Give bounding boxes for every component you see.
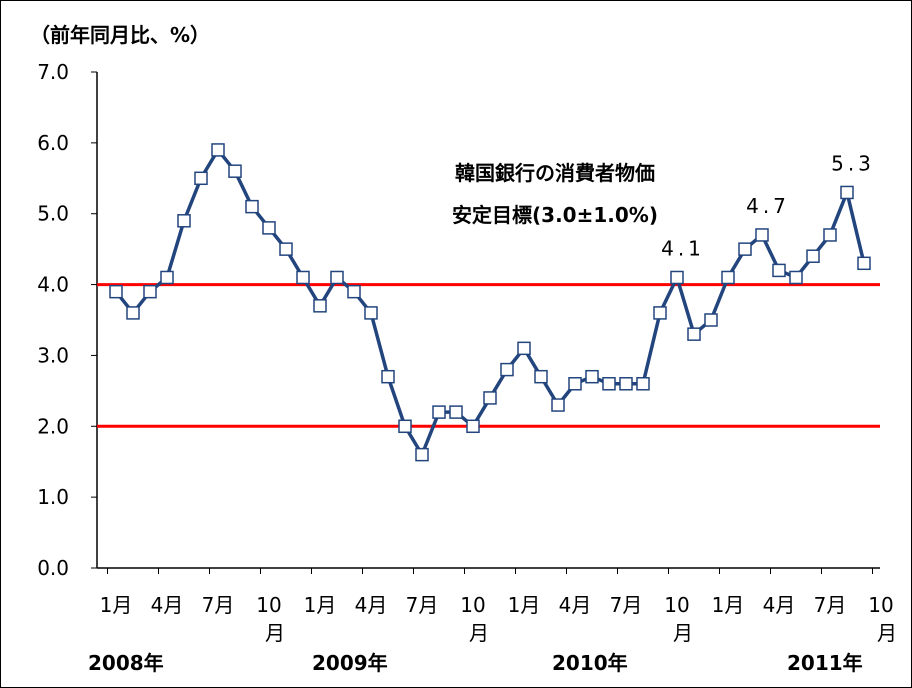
- marker: [517, 341, 531, 356]
- marker: [568, 377, 582, 391]
- marker: [228, 164, 242, 178]
- y-tick-label: 5.0: [37, 202, 69, 226]
- year-label: 2011年: [787, 651, 863, 675]
- marker: [381, 369, 395, 384]
- marker: [143, 284, 157, 299]
- x-tick-label: 4月: [559, 593, 592, 617]
- marker: [398, 419, 412, 434]
- x-tick-label: 1月: [508, 593, 541, 617]
- x-tick-label: 7月: [814, 593, 847, 617]
- marker: [296, 270, 310, 285]
- x-tick-label: 7月: [610, 593, 643, 617]
- x-tick-label: 7月: [202, 593, 235, 617]
- x-tick-label: 4月: [763, 593, 796, 617]
- marker: [704, 313, 718, 327]
- marker: [177, 214, 191, 228]
- year-label: 2008年: [88, 651, 164, 675]
- marker: [789, 270, 803, 285]
- year-label: 2009年: [312, 651, 388, 675]
- marker: [279, 242, 293, 256]
- marker: [364, 306, 378, 320]
- annotation: 安定目標(3.0±1.0%): [452, 203, 658, 227]
- y-tick-label: 7.0: [37, 60, 69, 84]
- x-tick-label: 4月: [151, 593, 184, 617]
- marker: [126, 306, 140, 320]
- x-tick-label: 10 月: [256, 593, 285, 645]
- year-label: 2010年: [552, 651, 628, 675]
- marker: [245, 199, 259, 214]
- marker: [738, 242, 752, 256]
- marker: [687, 327, 701, 341]
- marker: [806, 249, 820, 263]
- data-label: 5.3: [831, 151, 875, 175]
- marker: [194, 171, 208, 186]
- y-axis-label: （前年同月比、%）: [30, 23, 210, 47]
- marker: [483, 391, 497, 405]
- annotation: 韓国銀行の消費者物価: [455, 161, 655, 185]
- y-tick-label: 4.0: [37, 273, 69, 297]
- marker: [449, 405, 463, 419]
- marker: [585, 369, 599, 384]
- marker: [313, 299, 327, 313]
- marker: [500, 362, 514, 377]
- marker: [840, 185, 854, 200]
- marker: [109, 284, 123, 299]
- y-tick-label: 2.0: [37, 414, 69, 438]
- marker: [160, 270, 174, 285]
- x-tick-label: 1月: [712, 593, 745, 617]
- marker: [330, 270, 344, 285]
- marker: [721, 270, 735, 285]
- marker: [653, 306, 667, 320]
- marker: [857, 256, 871, 271]
- marker: [823, 228, 837, 242]
- x-tick-label: 1月: [304, 593, 337, 617]
- marker: [432, 405, 446, 419]
- marker: [619, 377, 633, 391]
- y-tick-label: 6.0: [37, 131, 69, 155]
- x-tick-label: 10 月: [460, 593, 489, 645]
- marker: [262, 221, 276, 235]
- x-tick-label: 1月: [100, 593, 133, 617]
- x-tick-label: 10 月: [664, 593, 693, 645]
- y-tick-label: 1.0: [37, 485, 69, 509]
- data-label: 4.1: [661, 236, 705, 260]
- x-tick-label: 4月: [355, 593, 388, 617]
- marker: [211, 143, 225, 157]
- x-tick-label: 10 月: [868, 593, 897, 645]
- marker: [534, 369, 548, 384]
- y-tick-label: 0.0: [37, 556, 69, 580]
- marker: [347, 284, 361, 299]
- data-label: 4.7: [746, 194, 790, 218]
- marker: [602, 377, 616, 391]
- marker: [551, 398, 565, 412]
- marker: [466, 419, 480, 434]
- marker: [670, 270, 684, 285]
- y-tick-label: 3.0: [37, 343, 69, 367]
- marker: [415, 447, 429, 462]
- marker: [772, 263, 786, 278]
- marker: [755, 228, 769, 242]
- x-tick-label: 7月: [406, 593, 439, 617]
- marker: [636, 377, 650, 391]
